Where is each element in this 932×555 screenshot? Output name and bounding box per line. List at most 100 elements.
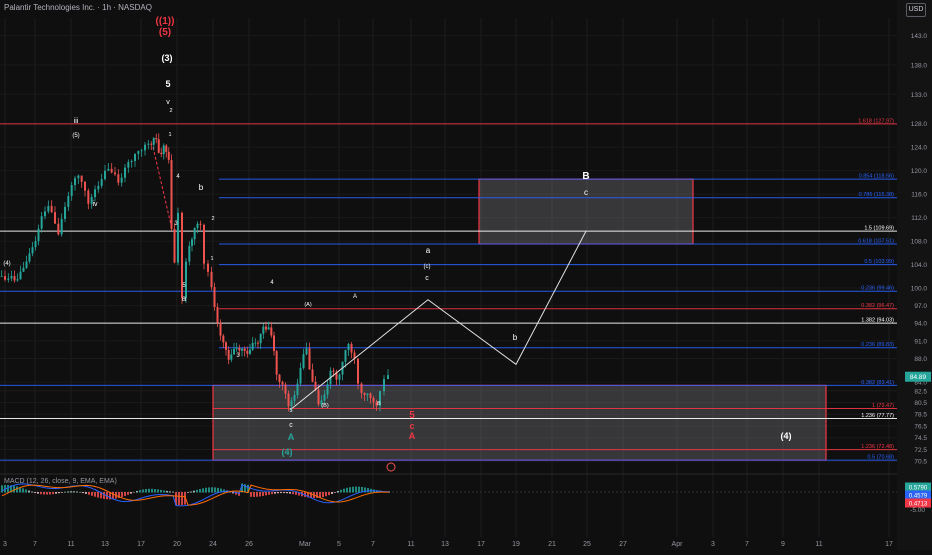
macd-histogram-bar — [247, 484, 249, 493]
candle-body — [34, 241, 37, 248]
candle-body — [67, 195, 70, 207]
price-tick-label: 128.0 — [911, 121, 928, 128]
macd-histogram-bar — [157, 489, 159, 493]
candle-body — [257, 342, 259, 344]
candle-body — [299, 367, 302, 384]
wave-label: B — [377, 401, 381, 407]
macd-histogram-bar — [28, 490, 30, 493]
time-tick-label: 11 — [815, 541, 822, 548]
candle-body — [366, 393, 369, 396]
macd-histogram-bar — [154, 488, 156, 493]
macd-histogram-bar — [46, 492, 48, 495]
time-tick-label: Apr — [672, 541, 684, 548]
candle-body — [225, 342, 227, 350]
macd-histogram-bar — [298, 492, 300, 496]
candle-body — [338, 374, 341, 380]
candle-body — [77, 175, 80, 179]
macd-histogram-bar — [112, 492, 114, 500]
candle-body — [320, 400, 323, 405]
macd-histogram-bar — [109, 492, 111, 500]
candle-body — [40, 216, 43, 229]
price-tick-label: 80.5 — [914, 400, 927, 407]
candle-body — [353, 352, 356, 359]
candle-body — [28, 253, 31, 262]
candle-body — [162, 145, 165, 155]
macd-histogram-bar — [100, 492, 102, 499]
wave-label: ((1)) — [156, 16, 175, 27]
candle-body — [87, 190, 90, 204]
wave-label: 5 — [165, 79, 170, 89]
macd-histogram-bar — [37, 492, 39, 494]
wave-label: 4 — [176, 174, 180, 180]
candle-body — [31, 247, 34, 254]
candle-body — [84, 181, 86, 191]
candle-body — [50, 205, 53, 213]
macd-histogram-bar — [292, 492, 294, 495]
macd-histogram-bar — [337, 490, 339, 493]
macd-histogram-bar — [322, 492, 324, 497]
macd-histogram-bar — [13, 485, 15, 493]
macd-histogram-bar — [364, 487, 366, 493]
candle-body — [170, 159, 173, 230]
macd-histogram-bar — [355, 486, 357, 493]
macd-histogram-bar — [16, 486, 18, 493]
time-tick-label: 17 — [137, 541, 145, 548]
candle-body — [302, 354, 305, 368]
candle-body — [137, 151, 140, 154]
macd-histogram-bar — [340, 489, 342, 493]
dashed-wave-line — [152, 147, 173, 230]
macd-histogram-bar — [34, 492, 36, 493]
currency-button[interactable]: USD — [906, 3, 926, 17]
macd-histogram-bar — [187, 492, 189, 493]
macd-histogram-bar — [265, 492, 267, 496]
time-tick-label: 27 — [619, 541, 627, 548]
macd-histogram-bar — [64, 491, 66, 493]
candle-body — [203, 224, 205, 264]
candle-body — [13, 276, 16, 281]
time-tick-label: 24 — [209, 541, 217, 548]
time-tick-label: 11 — [67, 541, 74, 548]
macd-histogram-bar — [127, 492, 129, 495]
candle-body — [262, 326, 265, 334]
macd-histogram-bar — [349, 487, 351, 493]
wave-label: (4) — [781, 431, 792, 441]
candle-body — [196, 223, 199, 229]
candle-body — [249, 349, 251, 354]
macd-histogram-bar — [343, 488, 345, 493]
candle-body — [167, 151, 170, 160]
candle-body — [290, 400, 293, 407]
wave-label: iv — [92, 201, 98, 208]
macd-histogram-bar — [205, 487, 207, 493]
candle-body — [207, 263, 209, 272]
wave-label: b — [199, 183, 204, 192]
candle-body — [90, 197, 93, 204]
macd-histogram-bar — [214, 487, 216, 493]
candle-body — [311, 369, 314, 382]
candle-body — [47, 205, 50, 212]
macd-histogram-bar — [184, 492, 186, 505]
candle-body — [267, 327, 270, 330]
candle-body — [144, 144, 146, 151]
fib-level-label: 0.5 (70.68) — [867, 455, 894, 461]
macd-histogram-bar — [346, 487, 348, 493]
candle-body — [317, 389, 320, 405]
candle-body — [114, 172, 116, 175]
price-tick-label: 120.0 — [911, 168, 928, 175]
candle-body — [134, 153, 136, 162]
wave-label: 5 — [182, 283, 186, 289]
macd-histogram-bar — [274, 492, 276, 494]
price-tick-label: 100.0 — [911, 286, 928, 293]
candle-body — [7, 278, 10, 280]
wave-label: c — [584, 188, 588, 197]
candle-body — [254, 342, 257, 344]
price-tick-label: 116.0 — [911, 192, 927, 199]
candle-body — [44, 211, 46, 217]
candle-body — [37, 228, 40, 242]
candle-body — [10, 276, 13, 279]
macd-histogram-bar — [10, 485, 12, 493]
macd-legend: MACD (12, 26, close, 9, EMA, EMA) — [4, 478, 117, 485]
candle-body — [0, 276, 3, 277]
